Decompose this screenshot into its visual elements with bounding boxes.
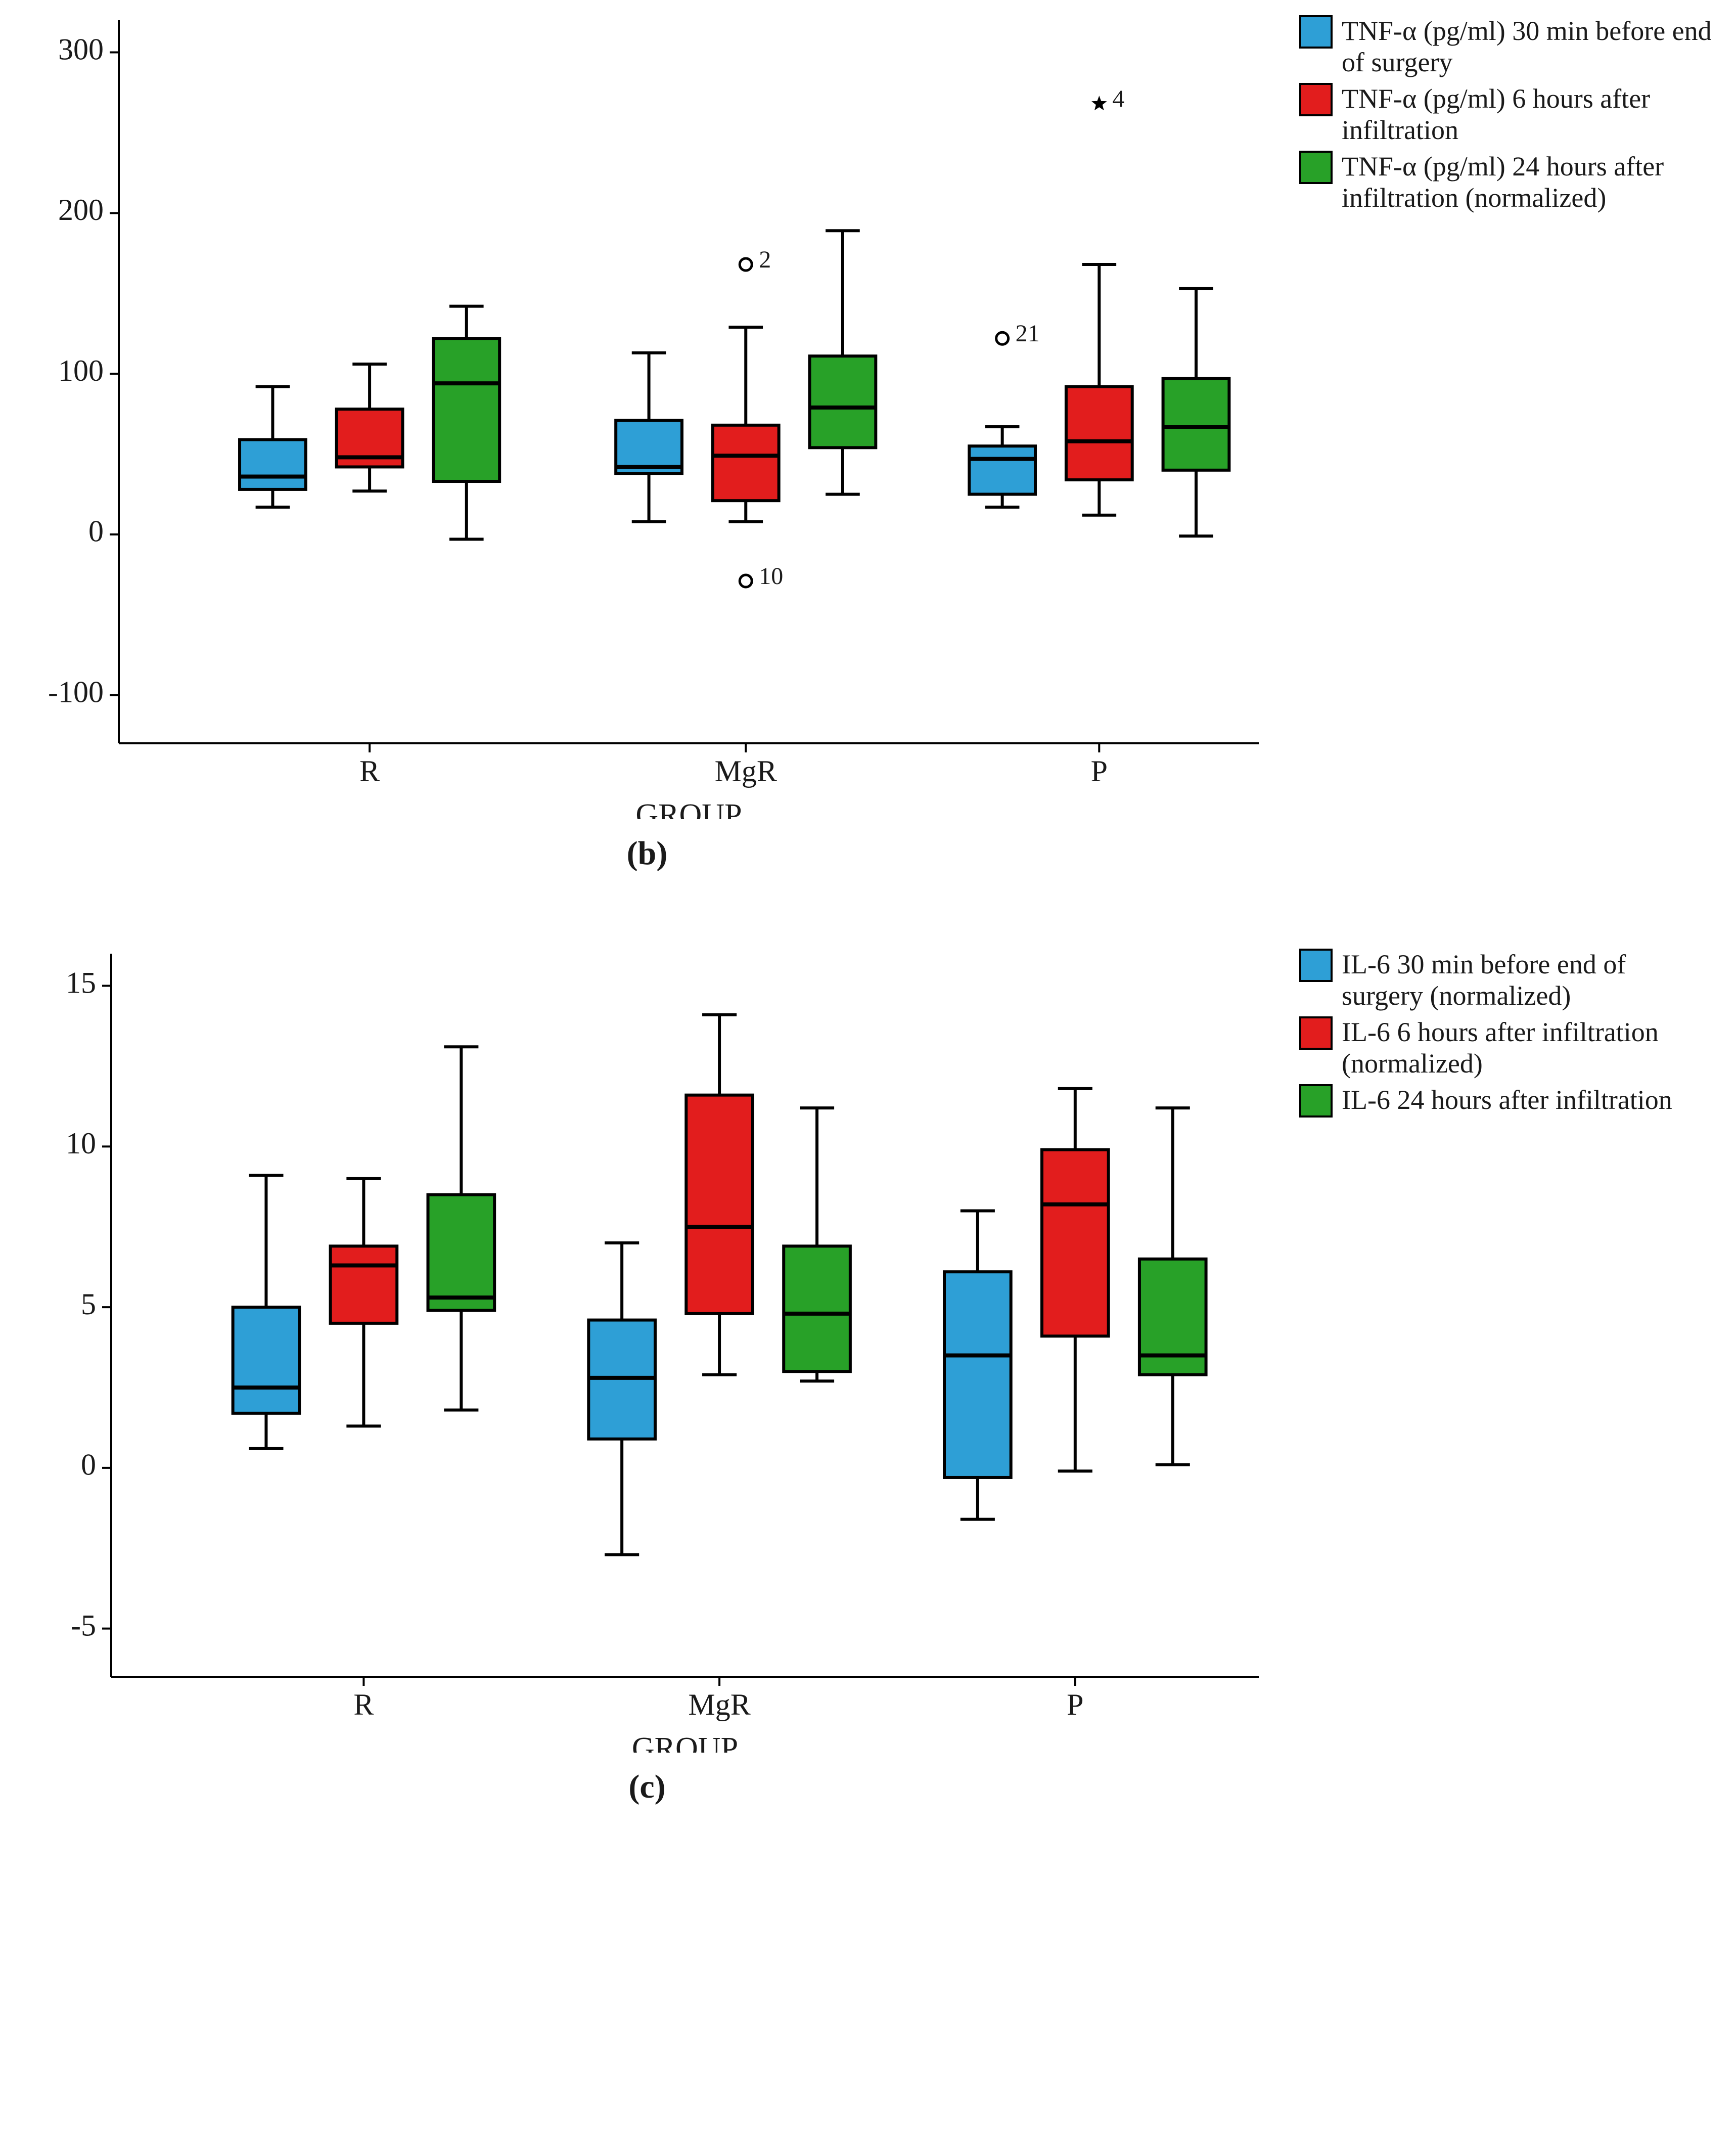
- x-tick-label: R: [353, 1688, 374, 1721]
- legend-label: TNF-α (pg/ml) 30 min before end of surge…: [1342, 15, 1714, 78]
- box: 4: [1066, 85, 1132, 515]
- panel-b: -100 0 100 200 300 R MgR P GROUP 21 10 2 4 TNF-α (pg…: [0, 0, 1736, 873]
- y-tick-label: 15: [66, 966, 96, 999]
- outlier-circle: [996, 332, 1009, 344]
- box: [1042, 1089, 1109, 1471]
- panel-c-caption: (c): [0, 1768, 1294, 1806]
- box: [428, 1047, 495, 1410]
- y-tick-label: -100: [48, 675, 104, 708]
- x-axis-title: GROUP: [632, 1731, 738, 1753]
- legend-c: IL-6 30 min before end of surgery (norma…: [1299, 949, 1714, 1123]
- legend-label: TNF-α (pg/ml) 6 hours after infiltration: [1342, 83, 1714, 146]
- outlier-label: 10: [759, 563, 783, 590]
- box: [1139, 1108, 1206, 1464]
- y-tick-label: -5: [71, 1609, 96, 1642]
- legend-swatch: [1299, 151, 1333, 184]
- legend-label: TNF-α (pg/ml) 24 hours after infiltratio…: [1342, 151, 1714, 213]
- legend-item: IL-6 24 hours after infiltration: [1299, 1084, 1714, 1118]
- legend-swatch: [1299, 1016, 1333, 1050]
- x-tick-label: R: [359, 754, 380, 788]
- box: [233, 1176, 300, 1449]
- x-axis-title: GROUP: [635, 798, 742, 819]
- box: 21: [969, 320, 1039, 507]
- box: [337, 364, 403, 491]
- panel-c: -5 0 5 10 15 R MgR P GROUP IL-6 30 min before en…: [0, 933, 1736, 1806]
- y-tick-label: 300: [58, 32, 104, 66]
- y-tick-label: 0: [81, 1448, 96, 1482]
- legend-item: TNF-α (pg/ml) 24 hours after infiltratio…: [1299, 151, 1714, 213]
- legend-item: TNF-α (pg/ml) 30 min before end of surge…: [1299, 15, 1714, 78]
- y-tick-label: 5: [81, 1287, 96, 1321]
- box: [1163, 289, 1229, 536]
- boxplot-chart-c: -5 0 5 10 15 R MgR P GROUP: [0, 933, 1294, 1753]
- outlier-star: [1091, 96, 1107, 110]
- box: [784, 1108, 850, 1381]
- box: [433, 306, 499, 540]
- box: [810, 231, 876, 494]
- box: [616, 353, 682, 522]
- outlier-label: 4: [1112, 85, 1124, 112]
- legend-label: IL-6 24 hours after infiltration: [1342, 1084, 1672, 1115]
- legend-label: IL-6 30 min before end of surgery (norma…: [1342, 949, 1714, 1011]
- legend-label: IL-6 6 hours after infiltration (normali…: [1342, 1016, 1714, 1079]
- x-tick-label: MgR: [715, 754, 777, 788]
- outlier-label: 21: [1016, 320, 1040, 347]
- panel-b-caption: (b): [0, 834, 1294, 873]
- boxplot-chart-b: -100 0 100 200 300 R MgR P GROUP 21 10 2 4: [0, 0, 1294, 819]
- legend-item: IL-6 6 hours after infiltration (normali…: [1299, 1016, 1714, 1079]
- box: 10 2: [713, 246, 783, 590]
- box: [944, 1211, 1011, 1519]
- box: [686, 1015, 753, 1375]
- x-tick-label: P: [1067, 1688, 1083, 1721]
- legend-item: TNF-α (pg/ml) 6 hours after infiltration: [1299, 83, 1714, 146]
- x-tick-label: MgR: [688, 1688, 750, 1721]
- y-tick-label: 200: [58, 193, 104, 227]
- y-tick-label: 0: [88, 515, 104, 548]
- y-tick-label: 100: [58, 354, 104, 387]
- outlier-circle: [740, 575, 752, 587]
- legend-swatch: [1299, 83, 1333, 116]
- outlier-label: 2: [759, 246, 771, 273]
- y-tick-label: 10: [66, 1127, 96, 1160]
- outlier-circle: [740, 258, 752, 271]
- box: [331, 1179, 397, 1426]
- box: [240, 387, 306, 507]
- legend-swatch: [1299, 949, 1333, 982]
- legend-swatch: [1299, 15, 1333, 49]
- legend-swatch: [1299, 1084, 1333, 1118]
- x-tick-label: P: [1091, 754, 1108, 788]
- legend-item: IL-6 30 min before end of surgery (norma…: [1299, 949, 1714, 1011]
- box: [588, 1243, 655, 1554]
- legend-b: TNF-α (pg/ml) 30 min before end of surge…: [1299, 15, 1714, 219]
